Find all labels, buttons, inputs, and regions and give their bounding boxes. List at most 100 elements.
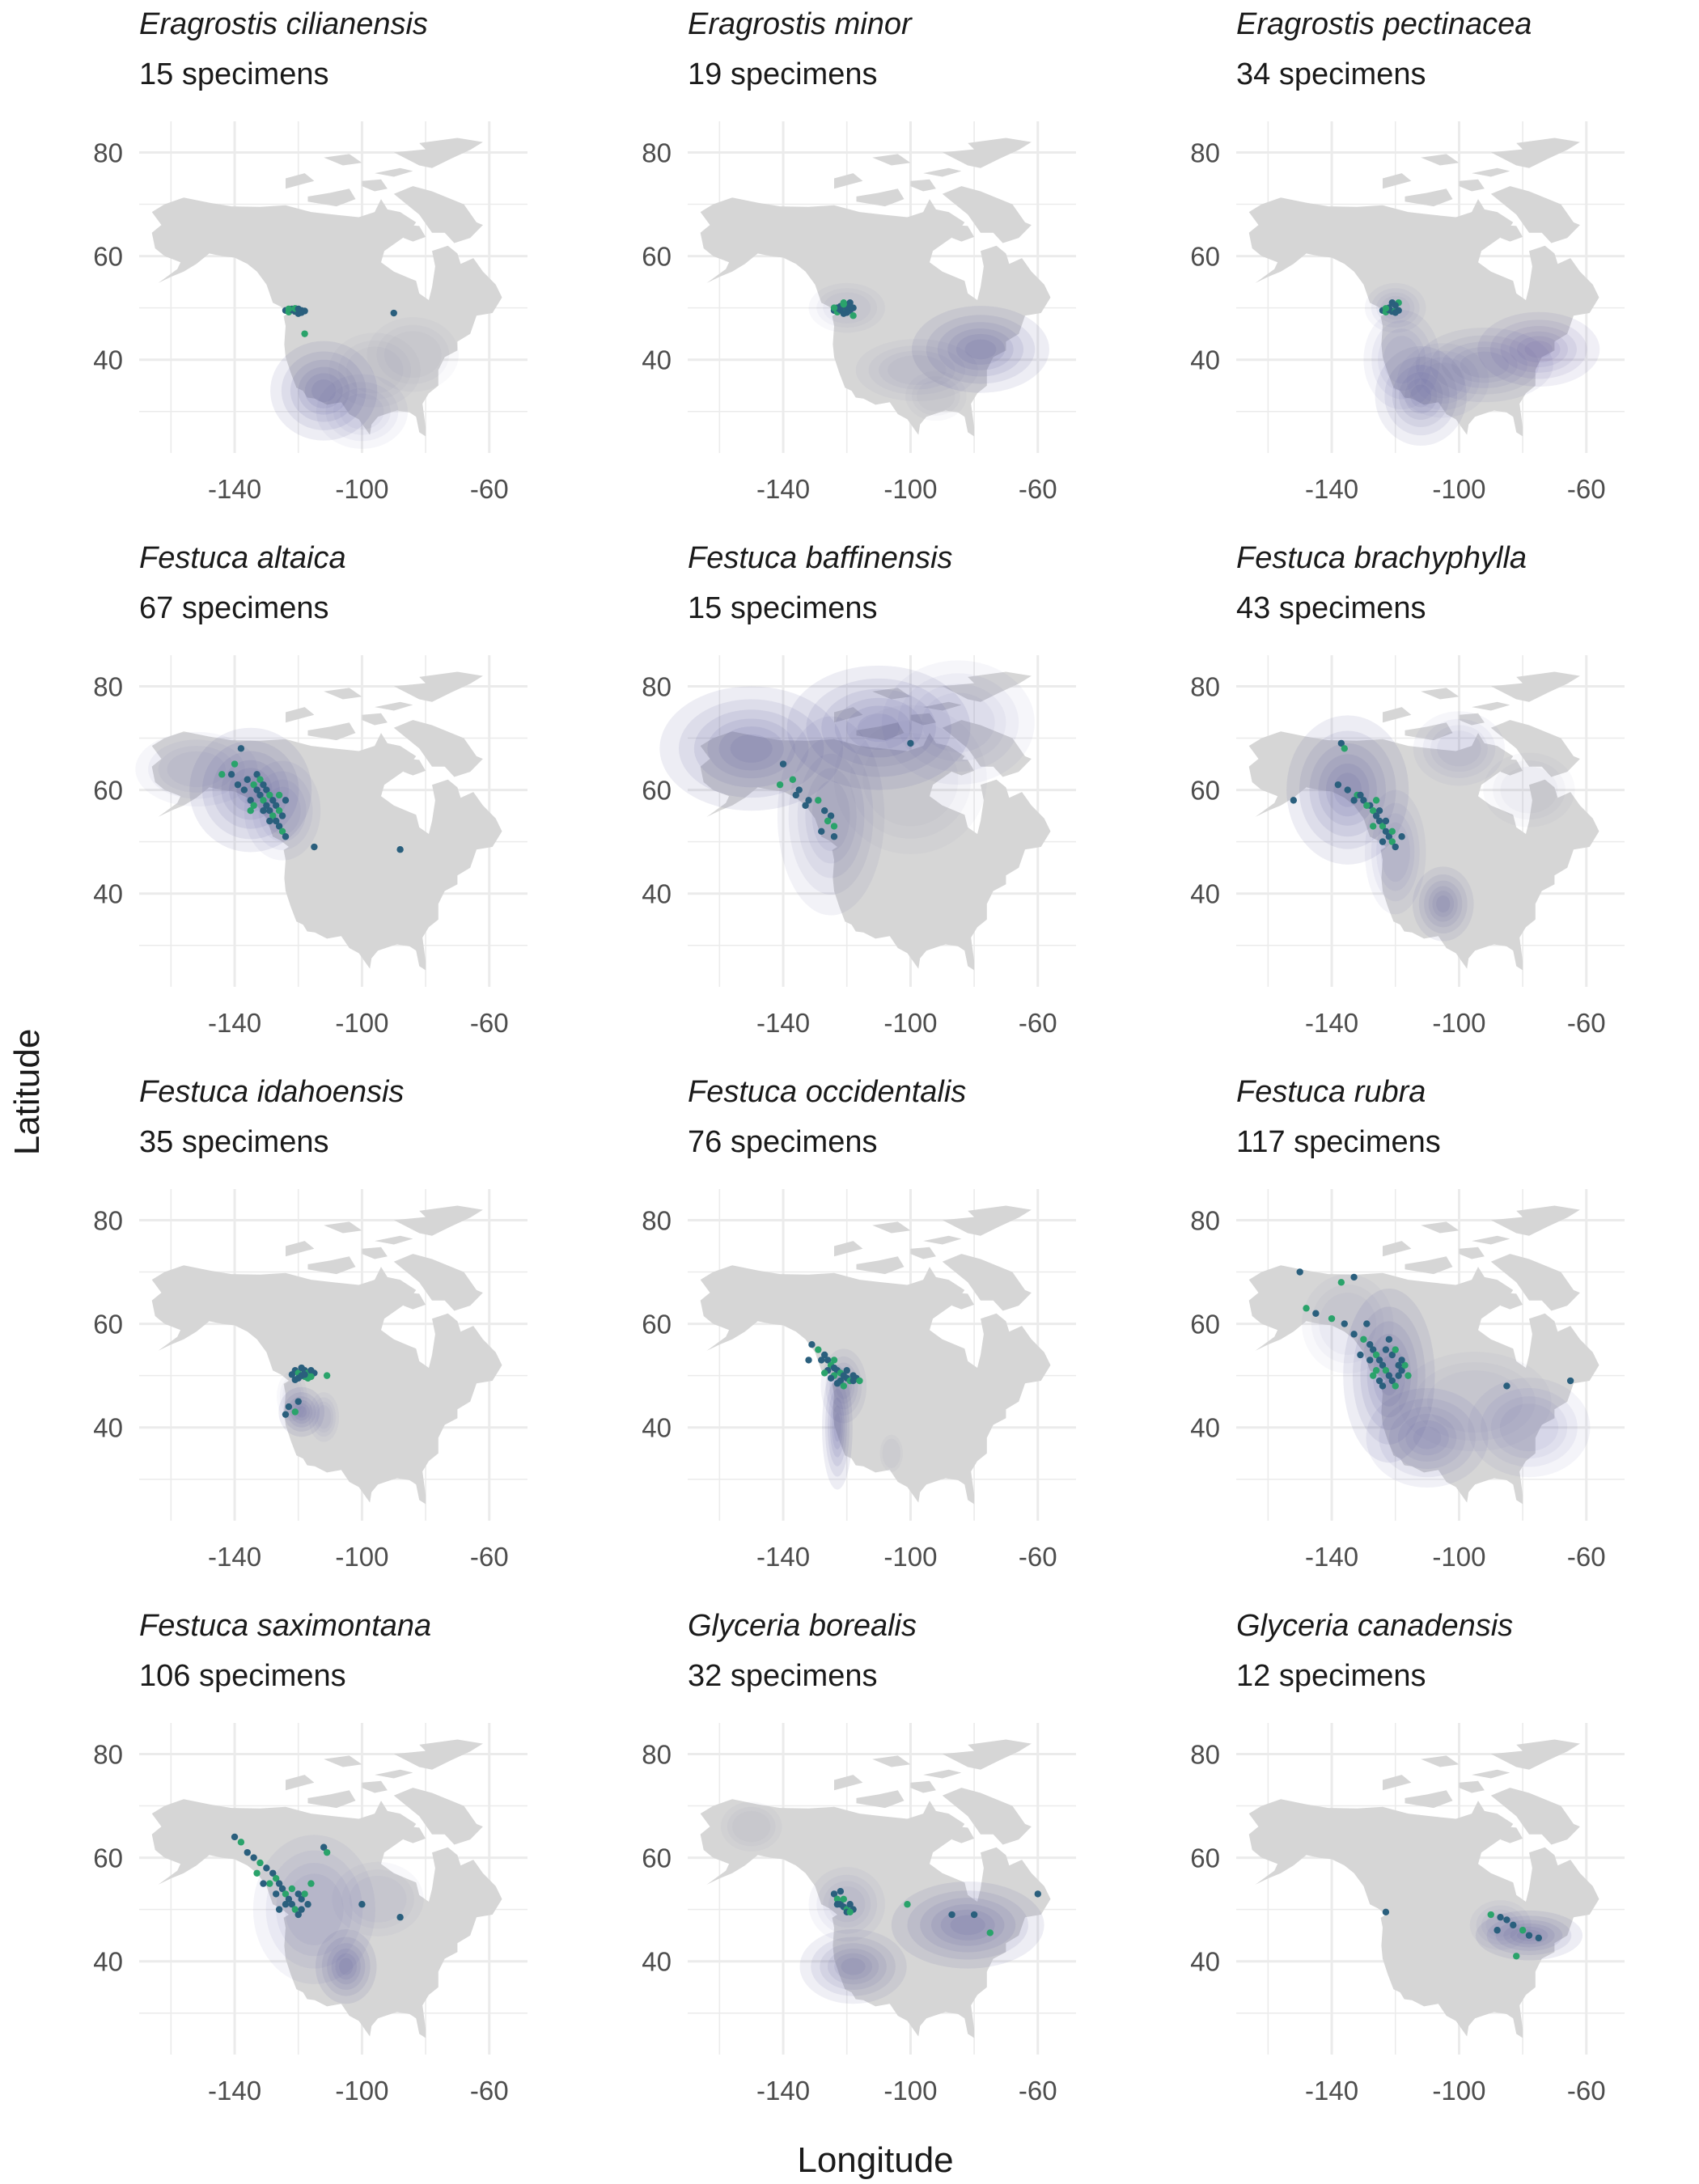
specimen-point xyxy=(1369,1346,1377,1353)
x-tick-label: -100 xyxy=(883,1542,937,1572)
y-tick-label: 80 xyxy=(642,671,672,701)
x-tick-label: -100 xyxy=(335,2076,388,2106)
x-tick-label: -60 xyxy=(470,1542,509,1572)
land-map xyxy=(151,1205,502,1505)
arctic-island-shape xyxy=(362,179,388,192)
panel-subtitle: 15 specimens xyxy=(688,591,877,625)
density-contour xyxy=(384,331,442,378)
density-contour xyxy=(1399,372,1443,420)
density-contour xyxy=(1436,895,1451,913)
density-contour xyxy=(1427,1370,1523,1433)
specimen-point xyxy=(1392,843,1399,851)
specimen-point xyxy=(1503,1382,1510,1390)
density-contour xyxy=(718,726,784,771)
specimen-point xyxy=(263,786,270,794)
arctic-island-shape xyxy=(1472,701,1510,711)
arctic-island-shape xyxy=(1500,1826,1523,1843)
arctic-island-shape xyxy=(393,1788,483,1845)
north-america-shape xyxy=(1248,197,1599,437)
tick-labels: -140 -100 -60 40 60 80 xyxy=(642,1739,1057,2106)
y-tick-label: 40 xyxy=(642,879,672,909)
arctic-island-shape xyxy=(1490,1739,1580,1770)
density-contour xyxy=(862,733,958,826)
density-contour xyxy=(806,678,951,777)
x-tick-label: -140 xyxy=(208,474,261,504)
x-tick-label: -100 xyxy=(883,1008,937,1038)
specimen-point xyxy=(1385,1372,1393,1379)
density-contour xyxy=(339,1958,354,1975)
arctic-island-shape xyxy=(1383,1241,1412,1257)
density-contour xyxy=(304,373,343,408)
density-contour xyxy=(1383,336,1421,384)
panel-subtitle: 19 specimens xyxy=(688,57,877,91)
arctic-island-shape xyxy=(872,1755,911,1767)
x-tick-label: -60 xyxy=(1019,1008,1057,1038)
arctic-island-shape xyxy=(1500,759,1523,776)
density-contour xyxy=(1451,346,1518,383)
arctic-island-shape xyxy=(942,186,1032,243)
arctic-island-shape xyxy=(1421,1221,1460,1234)
y-tick-label: 60 xyxy=(1190,1310,1220,1340)
specimen-point xyxy=(1369,1372,1377,1379)
density-contour xyxy=(1414,357,1472,404)
density-contour xyxy=(148,739,245,799)
specimen-point xyxy=(1375,817,1383,825)
x-tick-label: -100 xyxy=(1432,2076,1485,2106)
density-contour xyxy=(1366,1388,1489,1488)
specimen-point xyxy=(1487,1911,1494,1919)
specimen-point xyxy=(970,1911,978,1919)
specimen-point xyxy=(1388,1351,1396,1359)
specimen-point xyxy=(1344,786,1351,794)
arctic-island-shape xyxy=(951,1293,975,1310)
specimen-point xyxy=(288,1901,296,1908)
density-contour xyxy=(1430,725,1488,772)
specimen-point xyxy=(285,1895,293,1903)
density-contour xyxy=(917,380,955,411)
specimen-points xyxy=(1296,1268,1574,1390)
density-contour xyxy=(824,1378,850,1477)
panel-title: Eragrostis minor xyxy=(688,7,913,41)
arctic-island-shape xyxy=(362,1246,388,1259)
specimen-point xyxy=(234,781,242,789)
panel-title: Festuca brachyphylla xyxy=(1236,541,1527,575)
specimen-point xyxy=(1382,1367,1390,1374)
density-contour xyxy=(1375,346,1467,447)
panel-subtitle: 76 specimens xyxy=(688,1125,877,1159)
specimen-point xyxy=(231,1833,239,1841)
density-contour xyxy=(841,1958,866,1975)
density-contour xyxy=(270,341,378,441)
y-tick-label: 80 xyxy=(1190,138,1220,167)
y-axis-label: Latitude xyxy=(7,1029,47,1156)
x-tick-label: -140 xyxy=(1305,1542,1358,1572)
arctic-island-shape xyxy=(393,1739,483,1770)
specimen-point xyxy=(1366,1340,1374,1348)
density-layer xyxy=(659,660,1035,916)
arctic-island-shape xyxy=(393,1205,483,1236)
specimen-point xyxy=(275,1906,283,1913)
north-america-shape xyxy=(151,731,502,971)
tick-labels: -140 -100 -60 40 60 80 xyxy=(93,138,508,504)
specimen-point xyxy=(307,1880,315,1887)
specimen-point xyxy=(1363,1320,1371,1327)
specimen-point xyxy=(830,304,838,311)
land-map xyxy=(700,671,1051,971)
arctic-island-shape xyxy=(307,1790,356,1809)
specimen-point xyxy=(278,1885,286,1893)
panel-title: Festuca altaica xyxy=(139,541,346,575)
specimen-point xyxy=(1392,302,1399,309)
density-contour xyxy=(276,1371,307,1421)
arctic-island-shape xyxy=(307,188,356,207)
specimen-point xyxy=(1379,1361,1387,1369)
facet-panel: Festuca saximontana 106 specimens -140 -100… xyxy=(93,1609,527,2106)
density-contour xyxy=(922,692,995,753)
land-map xyxy=(700,1205,1051,1505)
specimen-point xyxy=(846,1901,854,1908)
specimen-point xyxy=(1350,1273,1358,1281)
specimen-point xyxy=(260,1880,267,1887)
density-contour xyxy=(845,705,912,750)
y-tick-label: 80 xyxy=(93,1205,123,1235)
panel-subtitle: 117 specimens xyxy=(1236,1125,1441,1159)
specimen-point xyxy=(291,1376,299,1383)
density-contour xyxy=(1415,327,1553,403)
